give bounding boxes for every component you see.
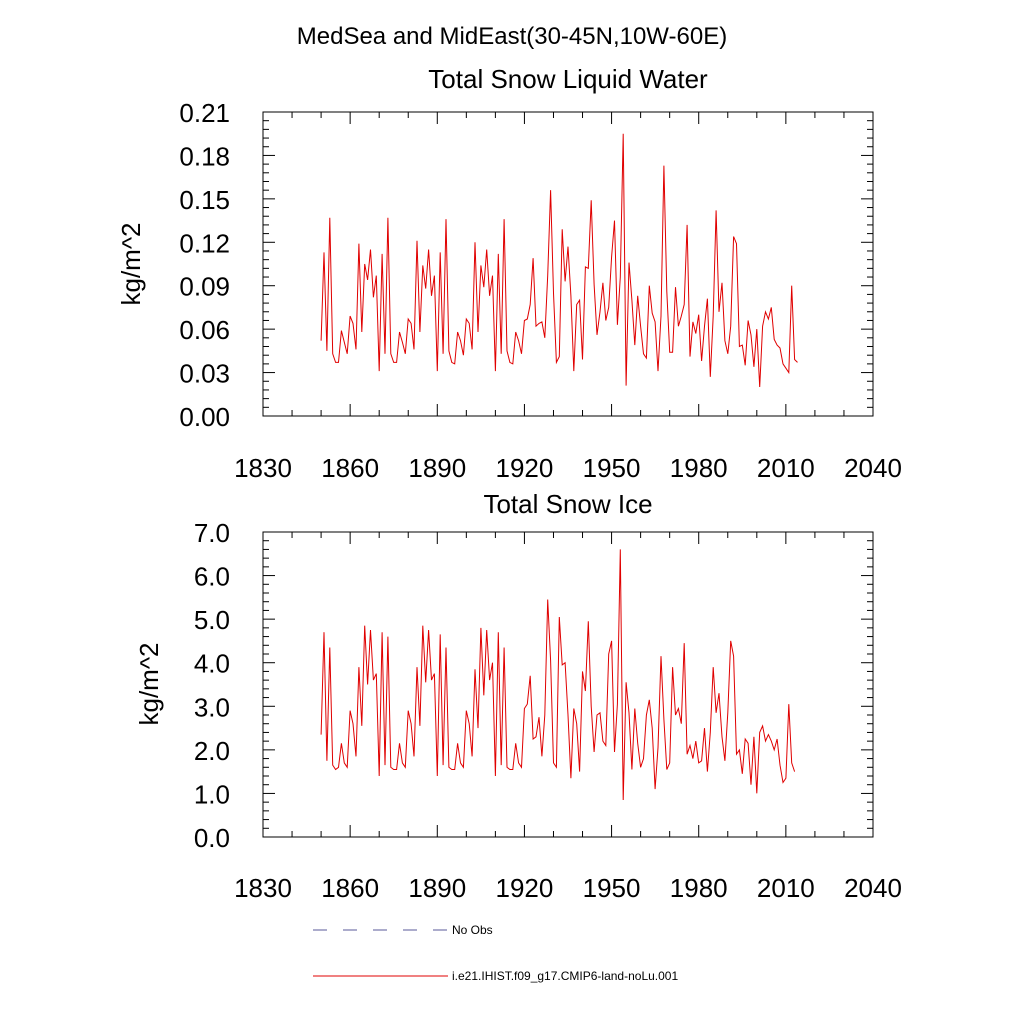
y-tick-label: 0.06 — [179, 315, 230, 345]
chart-title: Total Snow Liquid Water — [428, 64, 708, 94]
y-tick-label: 0.09 — [179, 272, 230, 302]
chart-panels: Total Snow Liquid Water kg/m^2 1830 1860 189… — [116, 64, 902, 903]
x-tick-label: 1890 — [408, 873, 466, 903]
y-tick-label: 0.21 — [179, 98, 230, 128]
x-tick-label: 1920 — [496, 453, 554, 483]
chart-panel-2: Total Snow Ice kg/m^2 1830 1860 1890 1920 1950… — [134, 489, 902, 903]
y-axis-label: kg/m^2 — [134, 642, 164, 725]
x-tick-label: 2010 — [757, 453, 815, 483]
series-line — [320, 133, 798, 388]
chart-title: Total Snow Ice — [483, 489, 652, 519]
y-tick-label: 2.0 — [194, 736, 230, 766]
y-tick-label: 0.18 — [179, 141, 230, 171]
y-tick-label: 7.0 — [194, 518, 230, 548]
y-tick-label: 0.00 — [179, 402, 230, 432]
x-tick-label: 1950 — [583, 873, 641, 903]
legend-label-no-obs: No Obs — [452, 923, 493, 937]
legend-label-model: i.e21.IHIST.f09_g17.CMIP6-land-noLu.001 — [452, 969, 678, 983]
y-tick-label: 0.0 — [194, 823, 230, 853]
x-tick-label: 2040 — [844, 453, 902, 483]
y-tick-label: 0.03 — [179, 359, 230, 389]
y-axis-label: kg/m^2 — [116, 222, 146, 305]
x-tick-label: 1920 — [496, 873, 554, 903]
x-tick-label: 2040 — [844, 873, 902, 903]
x-tick-label: 1860 — [321, 453, 379, 483]
figure-title: MedSea and MidEast(30-45N,10W-60E) — [297, 23, 727, 50]
x-tick-label: 2010 — [757, 873, 815, 903]
plot-frame — [262, 531, 874, 838]
series-line — [320, 549, 796, 801]
x-tick-label: 1980 — [670, 873, 728, 903]
chart-panel-1: Total Snow Liquid Water kg/m^2 1830 1860 189… — [116, 64, 902, 483]
x-tick-label: 1830 — [234, 453, 292, 483]
y-tick-label: 0.12 — [179, 228, 230, 258]
legend: No Obs i.e21.IHIST.f09_g17.CMIP6-land-no… — [313, 923, 678, 983]
y-tick-label: 3.0 — [194, 692, 230, 722]
x-tick-label: 1980 — [670, 453, 728, 483]
y-tick-label: 0.15 — [179, 185, 230, 215]
x-tick-label: 1830 — [234, 873, 292, 903]
x-tick-label: 1950 — [583, 453, 641, 483]
x-tick-label: 1890 — [408, 453, 466, 483]
x-tick-label: 1860 — [321, 873, 379, 903]
y-tick-label: 1.0 — [194, 779, 230, 809]
y-tick-label: 4.0 — [194, 649, 230, 679]
y-tick-label: 6.0 — [194, 562, 230, 592]
y-tick-label: 5.0 — [194, 605, 230, 635]
plot-frame — [262, 111, 874, 417]
